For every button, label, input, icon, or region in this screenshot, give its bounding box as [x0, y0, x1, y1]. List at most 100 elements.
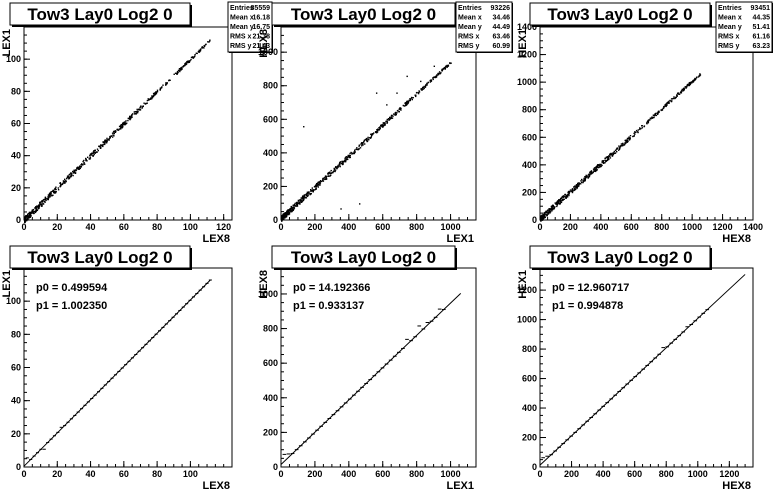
scatter-point	[174, 72, 177, 74]
scatter-point	[628, 136, 630, 138]
scatter-point	[44, 196, 47, 198]
scatter-point	[342, 163, 344, 165]
scatter-point	[98, 145, 100, 147]
scatter-point	[546, 215, 548, 217]
scatter-point	[104, 140, 106, 142]
x-tick-label: 20	[52, 469, 62, 479]
scatter-point	[70, 175, 72, 177]
scatter-point	[89, 157, 92, 159]
scatter-point	[611, 154, 613, 156]
scatter-point	[72, 174, 74, 177]
scatter-point	[589, 173, 591, 176]
scatter-point	[616, 147, 618, 150]
scatter-point	[123, 121, 126, 123]
scatter-point	[70, 172, 72, 175]
scatter-point	[79, 167, 81, 170]
scatter-point	[582, 181, 584, 183]
scatter-point	[175, 72, 178, 74]
scatter-point	[418, 91, 421, 93]
scatter-point	[583, 179, 586, 181]
scatter-point	[155, 91, 157, 93]
scatter-point	[557, 200, 559, 202]
scatter-point	[353, 152, 355, 154]
scatter-point	[588, 175, 591, 178]
scatter-point	[540, 217, 542, 219]
scatter-point	[657, 113, 659, 115]
scatter-point	[442, 68, 445, 70]
scatter-point	[319, 182, 322, 184]
scatter-point	[427, 81, 430, 84]
scatter-point	[68, 174, 70, 176]
scatter-point	[64, 182, 66, 184]
scatter-point	[69, 176, 71, 178]
scatter-point	[346, 157, 348, 159]
scatter-point	[83, 163, 85, 165]
scatter-point	[345, 158, 348, 161]
scatter-point	[160, 87, 163, 89]
scatter-point	[605, 160, 608, 162]
scatter-point	[305, 193, 307, 196]
scatter-point	[351, 153, 353, 155]
scatter-point	[24, 220, 26, 222]
scatter-point	[79, 165, 81, 167]
scatter-point	[597, 164, 599, 166]
scatter-point	[101, 145, 103, 147]
scatter-point	[291, 207, 293, 209]
chart-panel-1: 0 20 40 60 80 100 120 0 20 40 60 80 100 LEX8 LEX1 Tow3 …	[1, 1, 273, 245]
scatter-point	[560, 201, 563, 204]
scatter-point	[185, 62, 187, 64]
scatter-point	[179, 70, 181, 73]
scatter-point	[568, 194, 570, 197]
scatter-point	[574, 185, 576, 187]
scatter-point	[165, 82, 168, 84]
scatter-point	[25, 215, 27, 217]
x-tick-label: 0	[278, 222, 283, 232]
scatter-point	[396, 110, 399, 112]
x-tick-label: 120	[216, 222, 231, 232]
scatter-point	[44, 197, 47, 199]
scatter-point	[134, 112, 136, 115]
chart-title: Tow3 Lay0 Log2 0	[547, 5, 692, 24]
scatter-point	[541, 219, 544, 221]
scatter-point	[287, 212, 289, 214]
scatter-point	[363, 140, 365, 142]
scatter-point	[426, 84, 428, 86]
scatter-point	[32, 210, 34, 213]
stats-box	[455, 1, 513, 53]
scatter-point	[102, 141, 105, 144]
scatter-point	[561, 198, 564, 201]
x-tick-label: 400	[596, 469, 611, 479]
scatter-point	[544, 213, 546, 215]
scatter-point	[178, 68, 181, 70]
scatter-point	[569, 189, 572, 191]
scatter-point	[367, 136, 369, 139]
scatter-point	[379, 128, 381, 130]
scatter-point	[334, 170, 336, 172]
scatter-point	[306, 195, 308, 197]
scatter-point	[618, 149, 620, 151]
scatter-point	[315, 186, 317, 188]
scatter-point	[283, 213, 286, 215]
scatter-point	[203, 47, 205, 49]
scatter-point	[574, 189, 576, 191]
scatter-point	[156, 91, 159, 93]
x-tick-label: 40	[86, 469, 96, 479]
scatter-point	[639, 128, 641, 131]
stats-label: Mean y	[718, 24, 742, 31]
stats-value: 63.23	[752, 43, 770, 50]
scatter-point	[330, 169, 332, 172]
scatter-point	[63, 182, 65, 184]
scatter-point	[449, 62, 451, 64]
scatter-point	[395, 114, 397, 116]
scatter-point	[310, 192, 312, 195]
scatter-point	[307, 194, 309, 197]
scatter-point	[50, 191, 53, 193]
scatter-point	[360, 145, 363, 147]
scatter-point	[100, 147, 102, 149]
scatter-point	[545, 214, 547, 216]
scatter-point	[150, 98, 153, 100]
scatter-point	[433, 65, 436, 67]
y-tick-label: 400	[263, 148, 278, 158]
scatter-point	[548, 209, 551, 211]
stats-value: 61.16	[752, 34, 770, 41]
